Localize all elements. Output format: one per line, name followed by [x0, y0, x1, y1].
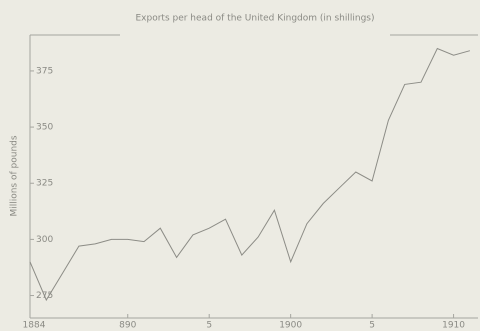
x-tick-label: 1900	[279, 321, 302, 331]
x-tick-label: 5	[369, 321, 375, 331]
y-tick-label: 300	[36, 235, 53, 245]
x-tick-label: 890	[119, 321, 136, 331]
data-line	[29, 47, 471, 302]
x-tick-label: 1884	[23, 321, 46, 331]
chart-title: Exports per head of the United Kingdom (…	[135, 14, 374, 24]
x-tick-label: 5	[206, 321, 212, 331]
y-tick-label: 325	[36, 179, 53, 189]
y-tick-label: 375	[36, 66, 53, 76]
y-axis-label: Millions of pounds	[10, 135, 20, 216]
y-tick-label: 350	[36, 123, 53, 133]
x-tick-label: 1910	[442, 321, 465, 331]
